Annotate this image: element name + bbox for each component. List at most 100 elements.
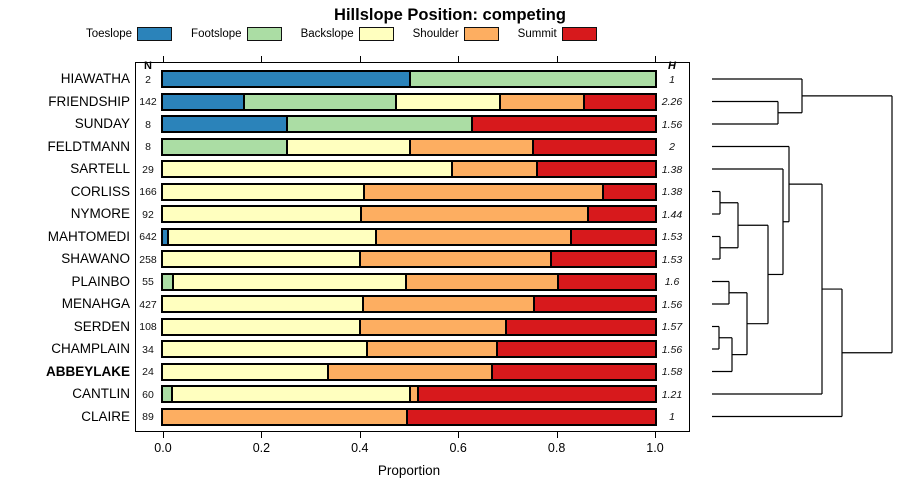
bottom-tick — [261, 432, 263, 438]
stacked-bar — [161, 362, 657, 381]
row-label: SERDEN — [73, 318, 130, 334]
bottom-tick — [556, 432, 558, 438]
row-h-value: 1.56 — [661, 118, 683, 131]
x-tick-label: 0.2 — [252, 441, 271, 455]
bar-segment-backslope — [163, 184, 364, 199]
bar-segment-shoulder — [359, 207, 588, 221]
bar-segment-backslope — [166, 229, 376, 244]
x-tick-label: 0.0 — [154, 441, 172, 455]
legend-swatch — [561, 27, 597, 41]
row-label: PLAINBO — [71, 273, 130, 289]
legend-item: Backslope — [301, 27, 394, 41]
legend-swatch — [246, 27, 282, 41]
stacked-bar — [161, 250, 657, 268]
row-label: CLAIRE — [81, 408, 130, 424]
bar-segment-shoulder — [362, 297, 533, 311]
bar-segment-backslope — [171, 274, 406, 289]
bar-segment-shoulder — [498, 94, 584, 109]
bar-segment-shoulder — [405, 274, 557, 289]
bar-segment-backslope — [163, 252, 359, 266]
stacked-bar — [161, 407, 657, 426]
row-h-value: 1.38 — [661, 186, 683, 198]
row-h-value: 2 — [669, 141, 675, 153]
bar-segment-footslope — [163, 274, 172, 289]
bar-segment-toeslope — [163, 117, 286, 131]
row-h-value: 1 — [669, 411, 675, 423]
top-tick — [458, 56, 460, 62]
row-n-value: 142 — [139, 96, 157, 108]
bar-segment-shoulder — [163, 409, 407, 424]
row-h-value: 1.6 — [664, 276, 680, 288]
row-h-value: 1.56 — [661, 298, 683, 311]
row-label: HIAWATHA — [60, 71, 130, 86]
bottom-tick — [655, 432, 656, 438]
bar-segment-summit — [504, 319, 655, 334]
stacked-bar — [161, 340, 657, 358]
row-h-value: 2.26 — [661, 96, 683, 108]
h-column-header: H — [668, 60, 676, 72]
row-n-value: 8 — [145, 141, 151, 153]
bar-segment-summit — [417, 387, 655, 401]
legend-label: Shoulder — [412, 28, 459, 40]
bar-segment-shoulder — [365, 342, 497, 356]
legend-swatch — [137, 27, 173, 41]
row-h-value: 1 — [669, 73, 675, 86]
row-label: SHAWANO — [61, 251, 130, 266]
row-label: CORLISS — [70, 183, 130, 199]
legend-label: Toeslope — [86, 28, 133, 40]
bottom-tick — [359, 432, 361, 438]
row-h-value: 1.44 — [661, 208, 683, 221]
bar-segment-summit — [535, 162, 655, 176]
legend-item: Footslope — [191, 27, 282, 41]
bar-segment-summit — [550, 252, 655, 266]
bar-segment-shoulder — [409, 387, 418, 401]
row-label: MENAHGA — [61, 296, 130, 311]
bar-segment-footslope — [409, 72, 655, 86]
row-n-value: 34 — [142, 343, 154, 356]
bar-segment-backslope — [163, 162, 452, 176]
bar-segment-shoulder — [358, 252, 551, 266]
x-axis-title: Proportion — [377, 463, 441, 478]
bar-segment-toeslope — [163, 229, 167, 244]
legend-item: Toeslope — [86, 27, 173, 41]
row-label: FRIENDSHIP — [48, 93, 130, 109]
x-tick-label: 1.0 — [646, 441, 664, 455]
row-n-value: 55 — [142, 276, 154, 288]
bar-segment-summit — [470, 117, 655, 131]
bar-segment-summit — [532, 139, 655, 154]
row-h-value: 1.58 — [661, 366, 683, 378]
legend-swatch — [358, 27, 394, 41]
bar-segment-shoulder — [451, 162, 536, 176]
bar-segment-shoulder — [358, 319, 505, 334]
stacked-bar — [161, 92, 657, 111]
x-tick-label: 0.8 — [547, 441, 566, 455]
row-n-value: 258 — [139, 253, 157, 266]
stacked-bar — [161, 272, 657, 291]
n-column-header: N — [144, 60, 152, 72]
row-n-value: 8 — [145, 118, 151, 131]
stacked-bar — [161, 205, 657, 223]
stacked-bar — [161, 70, 657, 88]
bar-segment-summit — [583, 94, 655, 109]
row-h-value: 1.56 — [661, 343, 683, 356]
row-h-value: 1.57 — [661, 321, 683, 333]
stacked-bar — [161, 182, 657, 201]
bar-segment-summit — [587, 207, 655, 221]
x-tick-label: 0.4 — [351, 441, 369, 455]
top-tick — [359, 56, 361, 62]
row-n-value: 89 — [142, 411, 154, 423]
legend-item: Shoulder — [413, 27, 499, 41]
bar-segment-toeslope — [163, 94, 243, 109]
bar-segment-shoulder — [375, 229, 570, 244]
row-label: SARTELL — [70, 161, 130, 176]
top-tick — [556, 56, 558, 62]
row-n-value: 29 — [142, 163, 154, 176]
chart-title: Hillslope Position: competing — [334, 6, 566, 24]
bar-segment-shoulder — [409, 139, 532, 154]
bar-segment-backslope — [163, 319, 359, 334]
row-n-value: 427 — [139, 298, 157, 311]
row-label: MAHTOMEDI — [47, 228, 130, 244]
bar-segment-backslope — [163, 342, 366, 356]
